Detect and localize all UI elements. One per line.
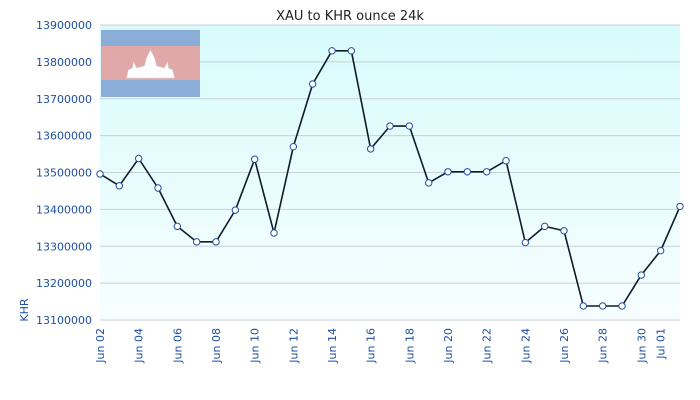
y-tick-label: 13600000 xyxy=(36,130,92,143)
x-tick-label: Jun 06 xyxy=(171,328,184,364)
x-tick-label: Jul 01 xyxy=(655,328,668,360)
x-tick-label: Jun 28 xyxy=(597,328,610,364)
x-tick-label: Jun 18 xyxy=(403,328,416,364)
data-point xyxy=(231,206,240,214)
y-tick-label: 13700000 xyxy=(36,93,92,106)
y-axis-ticks: 13100000 13200000 13300000 13400000 13500000… xyxy=(36,19,92,327)
data-point xyxy=(289,142,298,151)
y-tick-label: 13200000 xyxy=(36,277,92,290)
data-point xyxy=(637,271,646,279)
y-axis-label: KHR xyxy=(18,298,31,321)
data-point xyxy=(386,122,394,130)
data-point xyxy=(328,47,336,55)
series-layer xyxy=(96,47,684,310)
x-tick-label: Jun 22 xyxy=(481,328,494,364)
y-tick-label: 13100000 xyxy=(36,314,92,327)
data-point xyxy=(502,157,510,165)
x-tick-label: Jun 08 xyxy=(210,328,223,364)
x-tick-label: Jun 10 xyxy=(249,328,262,364)
data-point xyxy=(618,302,626,310)
data-point xyxy=(405,122,414,130)
cambodia-flag-icon xyxy=(101,30,200,97)
y-tick-label: 13800000 xyxy=(36,56,92,69)
x-tick-label: Jun 04 xyxy=(133,328,146,364)
data-point xyxy=(366,145,375,153)
data-point xyxy=(676,202,684,211)
data-point xyxy=(540,222,549,231)
data-point xyxy=(482,168,491,176)
x-tick-label: Jun 14 xyxy=(326,328,339,364)
data-point xyxy=(308,80,317,88)
data-point xyxy=(560,227,568,235)
data-point xyxy=(173,222,182,231)
data-point xyxy=(656,246,665,255)
data-point xyxy=(154,184,162,192)
x-tick-label: Jun 02 xyxy=(94,328,107,364)
x-tick-label: Jun 12 xyxy=(287,328,300,364)
x-tick-label: Jun 24 xyxy=(519,328,532,364)
data-point xyxy=(134,154,143,163)
x-tick-label: Jun 26 xyxy=(558,328,571,364)
data-point xyxy=(521,238,530,247)
data-point xyxy=(115,182,124,190)
data-point xyxy=(192,238,201,246)
data-point xyxy=(463,168,472,176)
flag-temple-shape xyxy=(126,49,175,79)
y-tick-label: 13400000 xyxy=(36,203,92,216)
x-tick-label: Jun 30 xyxy=(635,328,648,364)
data-point xyxy=(250,155,259,163)
data-point xyxy=(212,238,220,246)
x-tick-label: Jun 20 xyxy=(442,328,455,364)
y-tick-label: 13900000 xyxy=(36,19,92,32)
y-tick-label: 13500000 xyxy=(36,167,92,180)
data-point xyxy=(270,229,278,237)
data-point xyxy=(424,179,433,187)
y-tick-label: 13300000 xyxy=(36,240,92,253)
data-point xyxy=(347,47,356,55)
x-tick-label: Jun 16 xyxy=(365,328,378,364)
chart-title: XAU to KHR ounce 24k xyxy=(276,9,424,24)
x-axis-ticks: Jun 02 Jun 04 Jun 06 Jun 08 Jun 10 Jun 12 Jun … xyxy=(94,328,668,364)
data-point xyxy=(96,170,104,178)
data-point xyxy=(598,302,607,310)
data-point xyxy=(444,168,452,176)
data-point xyxy=(579,302,588,310)
